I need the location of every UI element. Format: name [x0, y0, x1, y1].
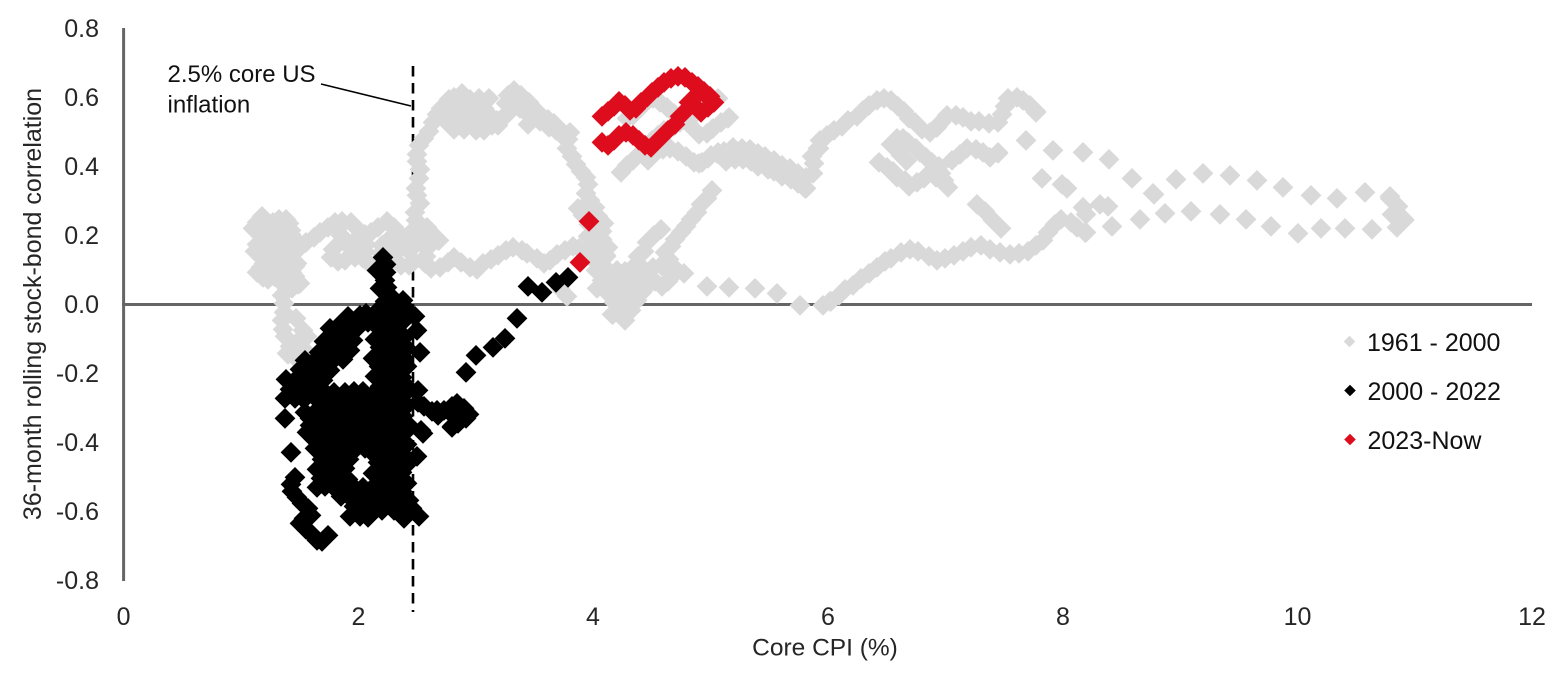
svg-text:12: 12	[1518, 603, 1546, 631]
svg-text:-0.2: -0.2	[56, 360, 99, 388]
svg-text:36-month rolling stock-bond co: 36-month rolling stock-bond correlation	[19, 88, 47, 520]
svg-text:inflation: inflation	[168, 92, 251, 119]
svg-text:0.6: 0.6	[64, 84, 99, 112]
svg-text:10: 10	[1284, 603, 1312, 631]
svg-text:0.4: 0.4	[64, 153, 99, 181]
svg-text:2: 2	[351, 603, 365, 631]
svg-text:2.5% core US: 2.5% core US	[168, 61, 316, 88]
svg-text:6: 6	[821, 603, 835, 631]
svg-text:0.8: 0.8	[64, 15, 99, 43]
svg-text:1961 - 2000: 1961 - 2000	[1367, 329, 1500, 357]
svg-text:0.0: 0.0	[64, 291, 99, 319]
svg-text:8: 8	[1056, 603, 1070, 631]
svg-text:-0.4: -0.4	[56, 429, 99, 457]
svg-text:2000 - 2022: 2000 - 2022	[1368, 378, 1501, 406]
svg-text:2023-Now: 2023-Now	[1368, 427, 1483, 455]
svg-text:-0.6: -0.6	[56, 498, 99, 526]
svg-text:4: 4	[586, 603, 600, 631]
svg-text:-0.8: -0.8	[56, 567, 99, 595]
svg-text:0.2: 0.2	[64, 222, 99, 250]
svg-text:0: 0	[117, 603, 131, 631]
svg-text:Core CPI (%): Core CPI (%)	[752, 635, 898, 662]
